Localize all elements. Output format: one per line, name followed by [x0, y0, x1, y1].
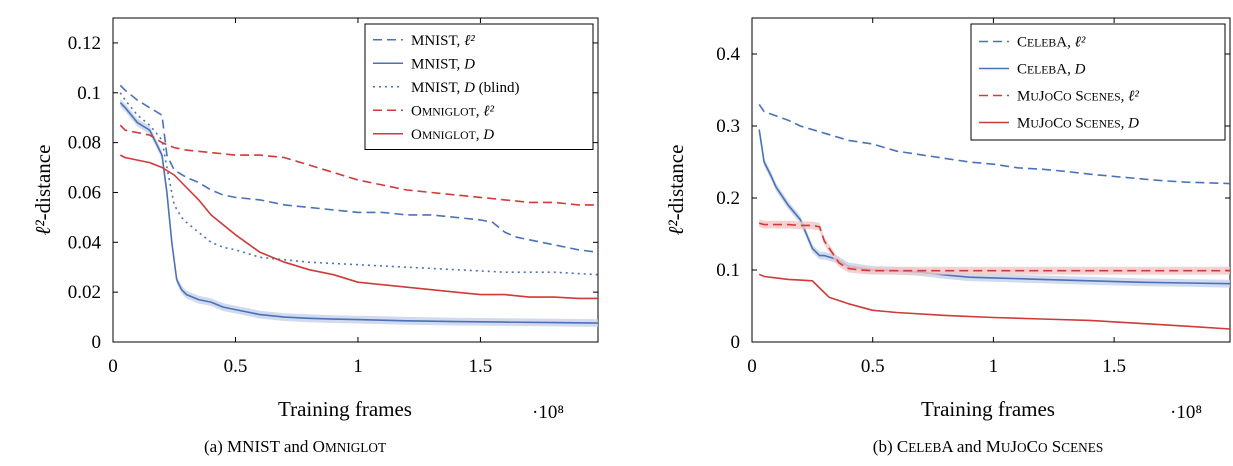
x-tick-label: 0.5	[861, 356, 885, 377]
y-tick-label: 0.02	[68, 282, 101, 303]
plot-frame	[112, 17, 599, 343]
y-tick-label: 0.08	[68, 133, 101, 154]
y-tick-label: 0.1	[77, 83, 101, 104]
series-line	[119, 154, 598, 300]
plot-area	[758, 103, 1230, 330]
legend-label: OMNIGLOT, D	[411, 127, 494, 143]
y-tick-label: 0	[731, 332, 741, 353]
series-line	[119, 84, 598, 254]
figure-caption: (a) MNIST and OMNIGLOT	[204, 437, 386, 456]
series-line	[758, 273, 1230, 330]
chart-panel-a: 0 0.5 1 1.5 0 0.02 0.04 0.06 0.08 0.1 0.12 Training…	[31, 17, 599, 456]
x-tick-label: 0	[747, 356, 757, 377]
series-band	[759, 125, 1230, 288]
x-axis-label: Training frames	[921, 397, 1055, 421]
x-tick-label: 1.5	[469, 356, 493, 377]
y-tick-label: 0.1	[716, 260, 740, 281]
legend-label: MUJOCO SCENES, D	[1017, 116, 1139, 132]
y-tick-label: 0.04	[68, 232, 102, 253]
legend: CELEBA, ℓ² CELEBA, D MUJOCO SCENES, ℓ² MUJO…	[970, 23, 1226, 141]
y-axis-label: ℓ²-distance	[31, 145, 55, 236]
x-tick-label: 0.5	[224, 356, 248, 377]
x-tick-label: 1	[989, 356, 999, 377]
series-band	[759, 219, 1230, 275]
y-tick-label: 0.3	[716, 116, 740, 137]
x-tick-label: 0	[108, 356, 118, 377]
legend-label: MNIST, D (blind)	[411, 80, 519, 96]
legend-label: OMNIGLOT, ℓ²	[411, 103, 494, 119]
series-line	[119, 102, 598, 324]
legend-label: CELEBA, ℓ²	[1017, 35, 1086, 51]
legend-label: MUJOCO SCENES, ℓ²	[1017, 89, 1139, 105]
chart-panel-b: 0 0.5 1 1.5 0 0.1 0.2 0.3 0.4 Training frames ℓ²-d…	[664, 17, 1231, 456]
series-line	[758, 103, 1230, 185]
series-line	[758, 222, 1230, 272]
series-line	[119, 124, 598, 206]
legend-label: MNIST, D	[411, 56, 475, 72]
x-axis-multiplier: ·10⁸	[1170, 402, 1202, 423]
x-axis-multiplier: ·10⁸	[532, 402, 564, 423]
legend-label: CELEBA, D	[1017, 62, 1086, 78]
y-tick-label: 0.06	[68, 182, 101, 203]
y-tick-label: 0	[92, 332, 102, 353]
legend: MNIST, ℓ² MNIST, D MNIST, D (blind) OMNIGLO…	[364, 23, 594, 150]
plot-frame	[751, 17, 1231, 343]
x-axis-label: Training frames	[278, 397, 412, 421]
figure-caption: (b) CELEBA and MUJOCO SCENES	[873, 437, 1103, 456]
x-tick-label: 1	[353, 356, 363, 377]
y-tick-label: 0.4	[716, 44, 740, 65]
y-axis-label: ℓ²-distance	[664, 145, 688, 236]
legend-label: MNIST, ℓ²	[411, 33, 475, 49]
plot-area	[119, 84, 598, 327]
y-tick-label: 0.12	[68, 33, 101, 54]
x-tick-label: 1.5	[1102, 356, 1126, 377]
legend-box	[970, 23, 1226, 141]
legend-box	[364, 23, 594, 150]
y-tick-label: 0.2	[716, 188, 740, 209]
